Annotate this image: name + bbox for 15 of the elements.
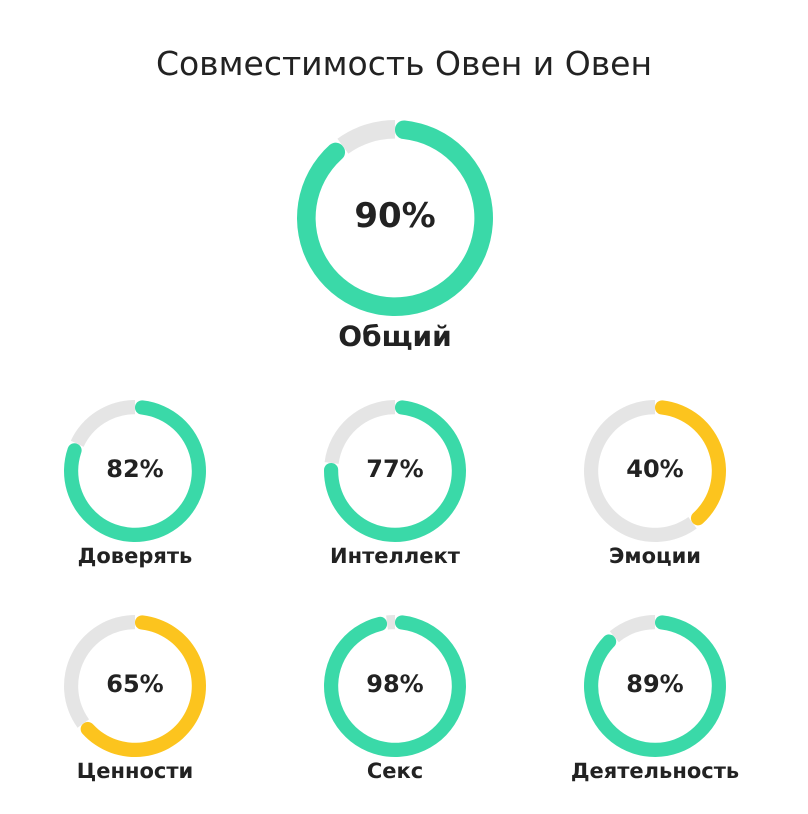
data-label: 77% — [366, 455, 424, 484]
text: Деятельность — [570, 759, 740, 783]
data-label: 90% — [354, 196, 436, 236]
text: Общий — [337, 320, 453, 353]
text: Доверять — [76, 544, 194, 568]
text: Интеллект — [329, 544, 461, 568]
data-label: 89% — [626, 670, 684, 698]
text: Ценности — [76, 759, 194, 783]
text: Секс — [366, 759, 424, 783]
text: Эмоции — [608, 544, 702, 568]
data-label: 82% — [106, 455, 164, 484]
data-label: 98% — [366, 670, 424, 698]
chart-title: Совместимость Овен и Овен — [154, 44, 654, 83]
data-label: 40% — [626, 455, 684, 484]
data-label: 65% — [106, 670, 164, 698]
